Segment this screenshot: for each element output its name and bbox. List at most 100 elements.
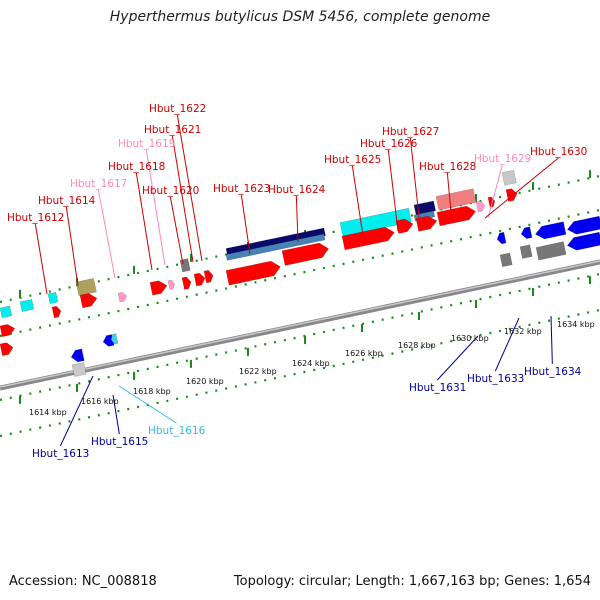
- dotted-track: [0, 174, 600, 304]
- gene-reverse-shape: [70, 348, 85, 363]
- gene-reverse-shape: [534, 221, 567, 240]
- gene-misc: [179, 258, 191, 273]
- gene-forward: [203, 269, 214, 284]
- gene-misc-shape: [501, 169, 517, 186]
- upper-gene-leader-line: [171, 135, 194, 263]
- upper-gene-label: Hbut_1630: [530, 146, 587, 158]
- gene-reverse: [496, 231, 507, 245]
- gene-reverse: [534, 221, 567, 240]
- label-leader-lines: [34, 114, 559, 447]
- gene-reverse-shape: [566, 215, 600, 235]
- genome-backbone-highlight: [0, 260, 600, 388]
- gene-misc-shape: [519, 244, 533, 259]
- scale-label: 1628 kbp: [398, 341, 436, 350]
- gene-forward-shape: [79, 293, 98, 309]
- scale-label: 1624 kbp: [292, 359, 330, 368]
- upper-gene-leader-line: [97, 189, 116, 279]
- lower-gene-leader-line: [494, 317, 520, 372]
- gene-misc-shape: [71, 362, 87, 377]
- gene-forward-shape: [0, 342, 14, 357]
- gene-reverse-pseudo: [110, 333, 119, 345]
- gene-forward-pseudo-shape: [167, 279, 176, 290]
- rna-feature-shape: [0, 305, 13, 319]
- gene-forward-pseudo: [117, 292, 128, 303]
- gene-forward-pseudo: [475, 200, 486, 213]
- rna-feature-shape: [47, 291, 59, 305]
- upper-gene-leader-line: [295, 195, 299, 243]
- gene-forward-shape: [149, 280, 168, 296]
- gene-reverse-shape: [566, 231, 600, 251]
- scale-label: 1616 kbp: [81, 397, 119, 406]
- genome-backbone: [0, 259, 600, 391]
- gene-forward: [149, 280, 168, 296]
- rna-feature-shape: [339, 207, 412, 237]
- scale-label: 1622 kbp: [239, 367, 277, 376]
- gene-forward-pseudo-shape: [475, 200, 486, 213]
- lower-gene-label: Hbut_1615: [91, 436, 148, 448]
- gene-misc: [535, 241, 567, 261]
- gene-reverse-shape: [102, 334, 115, 347]
- upper-gene-leader-line: [484, 157, 559, 219]
- gene-misc: [71, 362, 87, 377]
- gene-dark-block-shape: [413, 200, 436, 216]
- gene-forward: [341, 226, 395, 251]
- upper-gene-label: Hbut_1618: [108, 161, 165, 173]
- scale-label: 1618 kbp: [133, 387, 171, 396]
- gene-reverse-shape: [520, 226, 533, 239]
- gene-steel-block: [225, 233, 326, 261]
- upper-gene-leader-line: [169, 196, 184, 265]
- gene-forward: [225, 260, 281, 286]
- upper-gene-label: Hbut_1614: [38, 195, 96, 207]
- dotted-track: [0, 208, 600, 338]
- gene-forward: [193, 272, 206, 287]
- lower-gene-leader-line: [112, 394, 120, 435]
- lower-gene-label: Hbut_1634: [524, 366, 582, 378]
- scale-label: 1626 kbp: [345, 349, 383, 358]
- gene-reverse: [102, 334, 115, 347]
- scale-label: 1632 kbp: [504, 327, 542, 336]
- rna-feature-shape: [19, 299, 35, 312]
- gene-misc: [519, 244, 533, 259]
- gene-misc-shape: [499, 252, 513, 268]
- upper-gene-leader-line: [65, 206, 79, 287]
- upper-gene-leader-line: [446, 172, 453, 224]
- upper-gene-label: Hbut_1622: [149, 103, 206, 115]
- lower-gene-leader-line: [436, 335, 479, 381]
- gene-forward-shape: [341, 226, 395, 251]
- gene-misc-shape: [535, 241, 567, 261]
- upper-gene-label: Hbut_1628: [419, 161, 476, 173]
- lower-gene-label: Hbut_1613: [32, 448, 89, 460]
- gene-forward: [395, 218, 414, 234]
- genome-summary-text: Topology: circular; Length: 1,667,163 bp…: [233, 574, 591, 589]
- gene-forward-shape: [181, 276, 192, 290]
- upper-gene-label: Hbut_1623: [213, 183, 270, 195]
- rna-feature: [0, 305, 13, 319]
- scale-label: 1614 kbp: [29, 408, 67, 417]
- gene-forward-shape: [0, 324, 16, 338]
- upper-gene-label: Hbut_1612: [7, 212, 64, 224]
- lower-gene-leader-line: [118, 385, 177, 424]
- gene-misc-shape: [435, 188, 477, 211]
- gene-reverse: [70, 348, 85, 363]
- gene-forward: [79, 293, 98, 309]
- gene-steel-block-shape: [225, 233, 326, 261]
- gene-reverse-pseudo-shape: [110, 333, 119, 345]
- upper-gene-label: Hbut_1626: [360, 138, 418, 150]
- scale-label: 1634 kbp: [557, 320, 595, 329]
- gene-forward: [0, 324, 16, 338]
- upper-gene-label: Hbut_1617: [70, 178, 127, 190]
- gene-forward: [436, 205, 476, 227]
- gene-forward-shape: [225, 260, 281, 286]
- map-title: Hyperthermus butylicus DSM 5456, complet…: [109, 9, 491, 25]
- accession-text: Accession: NC_008818: [9, 574, 157, 589]
- lower-gene-leader-line: [59, 375, 94, 447]
- gene-forward-pseudo-shape: [117, 292, 128, 303]
- gene-forward-shape: [395, 218, 414, 234]
- gene-forward-shape: [203, 269, 214, 284]
- gene-forward: [415, 215, 438, 232]
- gene-reverse: [566, 231, 600, 251]
- gene-forward: [0, 342, 14, 357]
- gene-features: [0, 169, 600, 377]
- scale-labels: 1614 kbp 1616 kbp 1618 kbp 1620 kbp 1622 kbp…: [29, 320, 595, 417]
